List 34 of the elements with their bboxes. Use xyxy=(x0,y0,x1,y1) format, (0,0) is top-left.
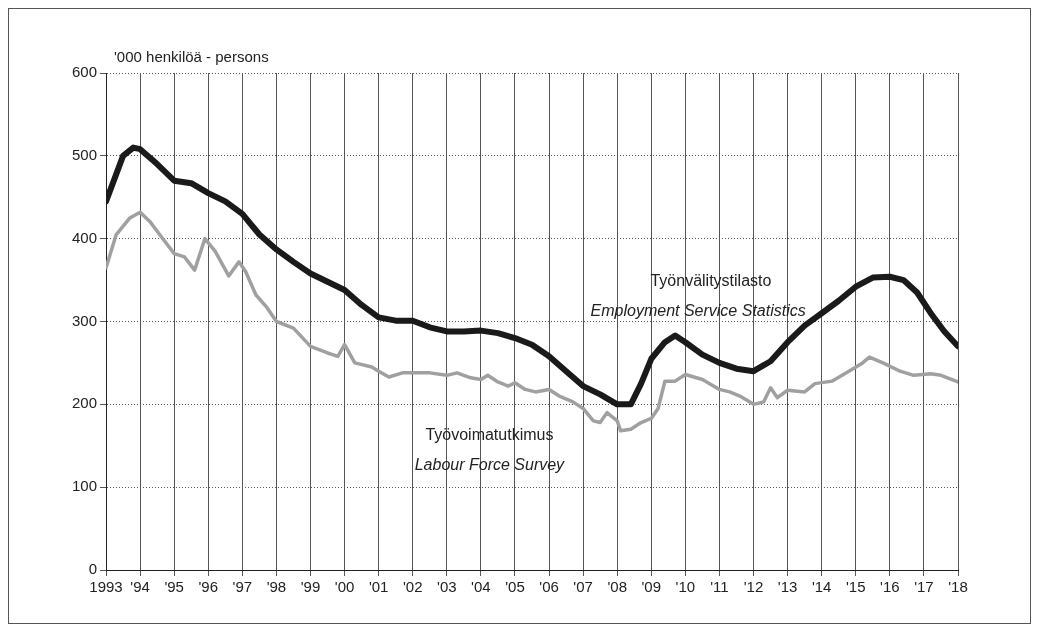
y-tick-label: 400 xyxy=(72,228,98,246)
y-tick-label: 300 xyxy=(72,311,98,329)
x-tick-label: '97 xyxy=(232,578,253,596)
x-tick-label: '07 xyxy=(573,578,593,596)
y-tick-label: 100 xyxy=(72,477,98,495)
x-tick-label: '09 xyxy=(641,578,662,596)
x-tick-label: 1993 xyxy=(89,578,123,596)
y-tick-label: 200 xyxy=(72,394,98,412)
x-tick-label: '99 xyxy=(300,578,321,596)
y-tick-label: 500 xyxy=(72,145,98,163)
x-tick-label: '18 xyxy=(948,578,968,596)
x-tick-label: '13 xyxy=(777,578,798,596)
x-tick-label: '01 xyxy=(368,578,389,596)
x-tick-label: '94 xyxy=(130,578,150,596)
x-tick-label: '06 xyxy=(539,578,559,596)
x-tick-label: '11 xyxy=(710,578,729,596)
x-tick-label: '15 xyxy=(845,578,866,596)
x-tick-label: '96 xyxy=(198,578,219,596)
x-tick-label: '00 xyxy=(334,578,355,596)
x-tick-label: '08 xyxy=(607,578,627,596)
y-tick-label: 0 xyxy=(88,560,98,578)
x-tick-label: '16 xyxy=(880,578,900,596)
x-tick-label: '17 xyxy=(914,578,934,596)
x-tick-label: '95 xyxy=(164,578,184,596)
x-tick-label: '10 xyxy=(675,578,696,596)
x-tick-label: '98 xyxy=(266,578,287,596)
x-tick-label: '05 xyxy=(505,578,525,596)
y-tick-label: 600 xyxy=(72,63,98,81)
x-tick-label: '04 xyxy=(471,578,491,596)
y-axis-title: '000 henkilöä - persons xyxy=(114,48,269,65)
x-tick-label: '03 xyxy=(437,578,457,596)
x-tick-label: '12 xyxy=(743,578,764,596)
x-tick-label: '02 xyxy=(402,578,423,596)
x-tick-label: '14 xyxy=(811,578,832,596)
